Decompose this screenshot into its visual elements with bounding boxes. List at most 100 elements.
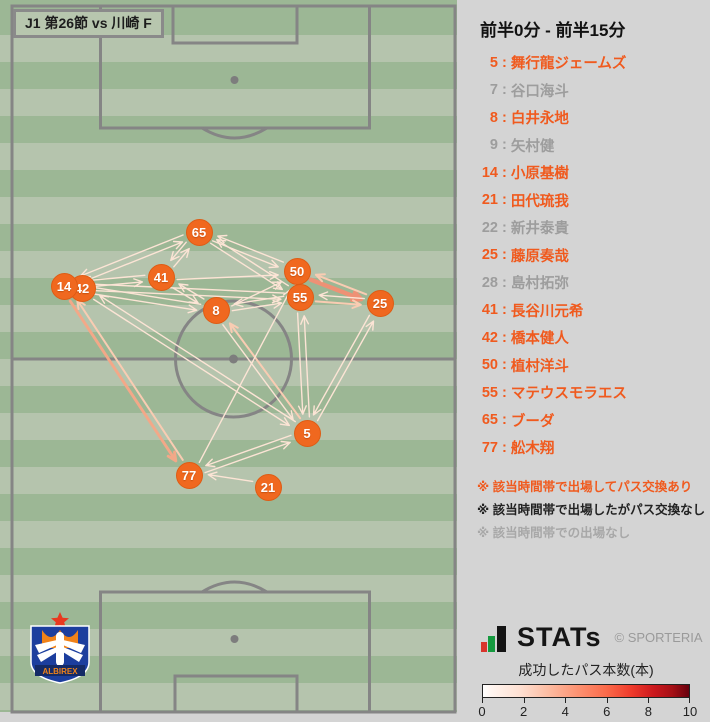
stats-brand: STATs © SPORTERIA	[480, 622, 703, 653]
player-row: 22: 新井泰貴	[470, 214, 710, 242]
colorbar-tick-label: 8	[644, 704, 653, 719]
player-name: 舩木翔	[510, 441, 555, 458]
pass-arrow	[222, 324, 294, 421]
player-row: 9: 矢村健	[470, 132, 710, 160]
time-range-heading: 前半0分 - 前半15分	[480, 21, 626, 40]
player-name: 長谷川元希	[510, 303, 584, 320]
player-separator: :	[502, 82, 507, 99]
player-name: 白井永地	[510, 111, 569, 128]
pass-arrow	[79, 240, 184, 284]
player-node-77[interactable]: 77	[175, 461, 203, 489]
player-separator: :	[502, 329, 507, 346]
player-number: 22	[481, 219, 498, 236]
pass-arrow	[314, 273, 368, 296]
player-number: 7	[489, 82, 498, 99]
player-name: ブーダ	[510, 413, 555, 430]
pass-arrow	[316, 320, 375, 422]
goal-box-bottom	[173, 674, 299, 714]
player-separator: :	[502, 302, 507, 319]
pass-arrow	[76, 299, 184, 461]
pass-arrow	[296, 312, 307, 415]
crest-star	[51, 612, 69, 629]
player-number: 41	[481, 302, 498, 319]
pass-arrow	[312, 314, 371, 416]
goal-box-top	[171, 4, 299, 45]
pass-arrow	[318, 291, 365, 301]
pass-arrow	[93, 298, 290, 427]
player-row: 28: 島村拓弥	[470, 269, 710, 297]
player-name: 橋本健人	[510, 331, 569, 348]
colorbar-tick-label: 6	[603, 704, 611, 719]
player-row: 41: 長谷川元希	[470, 297, 710, 325]
pass-arrow	[212, 240, 279, 269]
player-node-25[interactable]: 25	[366, 289, 394, 317]
sporteria-copyright: © SPORTERIA	[614, 630, 703, 645]
player-node-41[interactable]: 41	[147, 263, 175, 291]
player-number: 5	[489, 54, 498, 71]
player-node-65[interactable]: 65	[185, 218, 213, 246]
club-crest-logo: ALBIREX	[30, 612, 90, 684]
player-separator: :	[502, 357, 507, 374]
player-number: 25	[481, 247, 498, 264]
player-number: 65	[481, 412, 498, 429]
player-number: 28	[481, 274, 498, 291]
colorbar-tick-mark	[565, 698, 567, 703]
player-name: 島村拓弥	[510, 276, 569, 293]
pass-arrow	[308, 277, 364, 302]
player-separator: :	[502, 192, 507, 209]
colorbar-label: 成功したパス本数(本)	[518, 662, 654, 678]
crest-swan-wings	[35, 632, 85, 666]
note-played-no-passes: ※ 該当時間帯で出場したがパス交換なし	[477, 502, 706, 517]
pitch: J1 第26節 vs 川崎 F 42 65 41 50 55 8 25 5 77 21 14 ALB…	[0, 0, 457, 714]
colorbar-tick-mark	[648, 698, 650, 703]
player-name: 小原基樹	[510, 166, 569, 183]
pass-arrow	[176, 270, 279, 281]
penalty-arc-bottom	[201, 580, 268, 594]
player-number: 55	[481, 384, 498, 401]
player-name: 矢村健	[510, 138, 555, 155]
pass-arrow	[231, 299, 283, 312]
player-name: マテウスモラエス	[510, 386, 627, 403]
player-row: 50: 植村洋斗	[470, 352, 710, 380]
colorbar-tick-label: 2	[519, 704, 528, 719]
player-number: 9	[489, 137, 498, 154]
player-row: 25: 藤原奏哉	[470, 242, 710, 270]
stats-logo-text: STATs	[517, 622, 602, 652]
player-row: 65: ブーダ	[470, 407, 710, 435]
player-name: 植村洋斗	[510, 358, 569, 375]
pass-arrow	[228, 322, 302, 420]
player-name: 舞行龍ジェームズ	[510, 56, 627, 73]
pass-count-colorbar: 成功したパス本数(本) 0 2 4 6 8 10	[478, 660, 697, 722]
player-name: 田代琉我	[510, 193, 569, 210]
note-not-played: ※ 該当時間帯での出場なし	[477, 525, 631, 540]
colorbar-tick-mark	[689, 698, 690, 703]
note-played-with-passes: ※ 該当時間帯で出場してパス交換あり	[477, 479, 693, 494]
player-row: 5: 舞行龍ジェームズ	[470, 49, 710, 77]
colorbar-tick-label: 4	[561, 704, 569, 719]
crest-text: ALBIREX	[42, 667, 78, 676]
player-node-5[interactable]: 5	[293, 419, 321, 447]
player-name: 藤原奏哉	[510, 248, 569, 265]
penalty-spot-bottom	[230, 635, 239, 643]
center-spot	[229, 354, 238, 364]
player-separator: :	[502, 247, 507, 264]
player-separator: :	[502, 109, 507, 126]
player-node-8[interactable]: 8	[202, 296, 230, 324]
player-row: 8: 白井永地	[470, 104, 710, 132]
stats-bars-icon	[481, 625, 506, 652]
player-node-50[interactable]: 50	[283, 257, 311, 285]
colorbar-tick-mark	[482, 698, 483, 703]
player-node-21[interactable]: 21	[254, 473, 282, 501]
pass-arrow	[300, 315, 311, 418]
player-number: 42	[481, 329, 498, 346]
pass-arrow	[178, 283, 205, 300]
player-node-14[interactable]: 14	[50, 272, 78, 300]
pass-arrow	[172, 287, 199, 304]
player-row: 42: 橋本健人	[470, 324, 710, 352]
player-node-55[interactable]: 55	[286, 283, 314, 311]
player-separator: :	[502, 384, 507, 401]
stats-panel: 前半0分 - 前半15分 5: 舞行龍ジェームズ 7: 谷口海斗 8: 白井永地 9: 矢村健…	[457, 0, 710, 720]
player-separator: :	[502, 137, 507, 154]
player-name: 谷口海斗	[510, 83, 569, 100]
player-row: 55: マテウスモラエス	[470, 379, 710, 407]
